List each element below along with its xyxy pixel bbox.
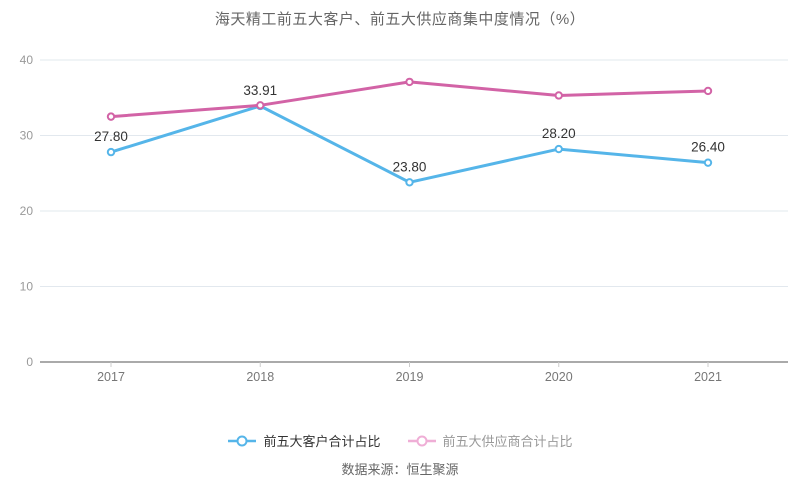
- data-point[interactable]: [256, 101, 265, 110]
- data-point[interactable]: [106, 147, 116, 157]
- x-axis-tick-label: 2021: [694, 370, 722, 384]
- data-point-label: 26.40: [691, 140, 725, 155]
- data-point[interactable]: [703, 86, 713, 96]
- series-line-1: [109, 80, 710, 119]
- legend-label-customers: 前五大客户合计占比: [263, 434, 381, 449]
- y-axis-tick-label: 30: [20, 129, 34, 143]
- data-point[interactable]: [703, 158, 713, 167]
- data-point-label: 28.20: [542, 126, 576, 141]
- x-axis-tick-label: 2019: [396, 370, 424, 384]
- y-axis-tick-label: 10: [20, 280, 34, 294]
- y-axis-tick-label: 0: [26, 355, 33, 369]
- legend-label-suppliers: 前五大供应商合计占比: [442, 434, 573, 449]
- data-point-label: 27.80: [94, 129, 128, 144]
- chart-title: 海天精工前五大客户、前五大供应商集中度情况（%）: [214, 11, 586, 28]
- x-axis-tick-label: 2020: [545, 370, 573, 384]
- line-series-marker-icon: [407, 435, 436, 446]
- data-point[interactable]: [554, 144, 563, 154]
- line-series-marker-icon: [228, 435, 257, 446]
- y-axis-tick-label: 20: [20, 204, 34, 218]
- y-axis-tick-label: 40: [20, 53, 34, 67]
- data-point[interactable]: [405, 77, 414, 87]
- x-axis-tick-label: 2017: [97, 370, 125, 384]
- data-point[interactable]: [405, 178, 414, 187]
- line-chart: 0 10 20 30 40 2017 2018 2019 2020 2021 27.80 33.91 2…: [20, 53, 788, 384]
- legend-item-customers[interactable]: 前五大客户合计占比: [227, 431, 381, 450]
- data-source-text: 数据来源：恒生聚源: [341, 462, 459, 477]
- legend: 前五大客户合计占比 前五大供应商合计占比: [0, 431, 800, 450]
- legend-item-suppliers[interactable]: 前五大供应商合计占比: [407, 431, 573, 450]
- data-point[interactable]: [554, 91, 563, 100]
- x-axis-tick-label: 2018: [246, 370, 274, 384]
- data-point-label: 33.91: [243, 83, 277, 98]
- data-point[interactable]: [106, 112, 116, 121]
- data-point-label: 23.80: [393, 159, 427, 174]
